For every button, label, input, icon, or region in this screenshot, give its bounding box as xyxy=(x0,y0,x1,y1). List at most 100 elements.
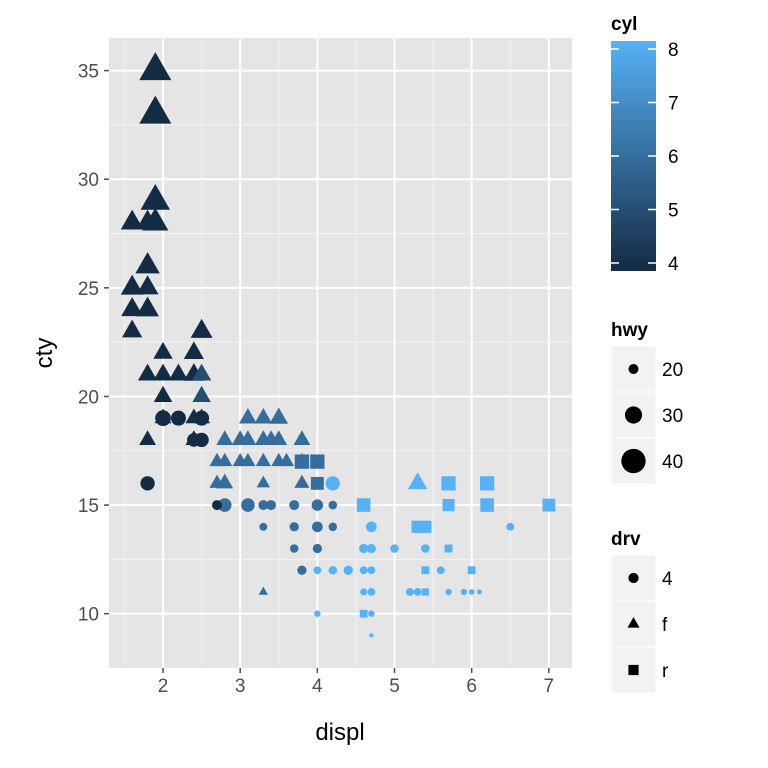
data-point xyxy=(312,543,322,554)
legend-key-label: r xyxy=(662,661,669,682)
data-point xyxy=(359,566,368,575)
data-point xyxy=(135,252,160,274)
data-point xyxy=(239,408,257,424)
data-point xyxy=(445,588,452,596)
data-point xyxy=(294,452,310,467)
data-point xyxy=(310,454,325,469)
y-tick-label: 30 xyxy=(78,170,99,191)
data-point xyxy=(413,588,422,596)
y-axis-title: cty xyxy=(31,338,58,369)
data-point xyxy=(153,341,173,359)
data-point xyxy=(266,500,277,511)
legend-key-label: 20 xyxy=(662,360,683,381)
x-axis: 2 3 4 5 6 7 xyxy=(158,668,554,697)
data-point xyxy=(136,209,159,230)
legend-key-circle xyxy=(628,572,639,584)
legend-key-label: 30 xyxy=(662,406,683,427)
data-points xyxy=(120,52,556,638)
data-point xyxy=(367,588,376,596)
data-point xyxy=(407,472,428,490)
y-tick-label: 35 xyxy=(78,62,99,83)
data-point xyxy=(294,474,310,488)
data-point xyxy=(314,610,321,617)
data-point xyxy=(293,430,311,445)
legend-key-square xyxy=(628,664,639,676)
data-point xyxy=(136,275,159,295)
data-point xyxy=(421,588,429,596)
data-point xyxy=(311,477,323,489)
x-tick-label: 4 xyxy=(312,676,323,697)
data-point xyxy=(168,363,189,381)
data-point xyxy=(269,407,289,424)
colorbar-label: 5 xyxy=(668,201,679,222)
x-axis-title: displ xyxy=(315,719,364,746)
data-point xyxy=(259,522,268,531)
data-point xyxy=(506,522,515,531)
data-point xyxy=(256,475,271,488)
data-point xyxy=(122,319,143,338)
x-tick-label: 7 xyxy=(544,676,555,697)
x-tick-label: 5 xyxy=(389,676,400,697)
data-point xyxy=(366,521,377,533)
data-point xyxy=(139,430,156,445)
y-tick-label: 15 xyxy=(78,496,99,517)
data-point xyxy=(289,522,299,532)
data-point xyxy=(444,544,453,553)
legend-key-label: f xyxy=(662,615,668,636)
data-point xyxy=(460,588,468,596)
data-point xyxy=(258,586,268,595)
data-point xyxy=(212,500,223,511)
grid-minor xyxy=(109,38,572,668)
data-point xyxy=(442,498,455,512)
data-point xyxy=(278,452,295,467)
legend-hwy: hwy 20 30 40 xyxy=(610,320,683,485)
grid-major xyxy=(109,38,572,668)
colorbar-label: 4 xyxy=(668,254,679,275)
data-point xyxy=(368,610,375,617)
data-point xyxy=(441,476,456,491)
data-point xyxy=(254,408,273,424)
data-point xyxy=(139,95,172,124)
data-point xyxy=(170,410,186,426)
data-point xyxy=(542,498,556,512)
cyl-colorbar-ticks: 4 5 6 7 8 xyxy=(611,40,679,275)
legend-key-circle xyxy=(624,406,643,424)
x-tick-label: 2 xyxy=(158,676,169,697)
data-point xyxy=(262,430,280,445)
data-point xyxy=(289,500,300,511)
data-point xyxy=(311,499,324,511)
data-point xyxy=(154,408,172,424)
data-point xyxy=(367,566,376,575)
data-point xyxy=(468,589,475,595)
data-point xyxy=(328,500,338,510)
data-point xyxy=(216,430,234,445)
data-point xyxy=(153,363,173,381)
data-point xyxy=(137,363,158,381)
data-point xyxy=(140,476,155,491)
data-point xyxy=(120,209,144,230)
data-point xyxy=(187,433,201,447)
data-point xyxy=(239,430,257,445)
data-point xyxy=(289,544,299,553)
data-point xyxy=(411,520,424,533)
data-point xyxy=(356,498,371,512)
colorbar-label: 6 xyxy=(668,147,679,168)
data-point xyxy=(479,476,495,491)
legend-key-triangle xyxy=(627,617,640,628)
data-point xyxy=(369,633,374,638)
data-point xyxy=(139,52,172,81)
legend-key-label: 4 xyxy=(662,569,673,590)
data-point xyxy=(136,296,159,317)
data-point xyxy=(120,274,144,295)
data-point xyxy=(240,452,256,467)
data-point xyxy=(359,609,368,618)
data-point xyxy=(476,589,482,595)
legend-drv-title: drv xyxy=(611,529,641,550)
data-point xyxy=(366,543,377,554)
data-point xyxy=(217,452,233,467)
data-point xyxy=(311,521,323,533)
data-point xyxy=(241,498,255,512)
data-point xyxy=(390,544,399,553)
legend-drv: drv 4 f r xyxy=(610,529,673,694)
